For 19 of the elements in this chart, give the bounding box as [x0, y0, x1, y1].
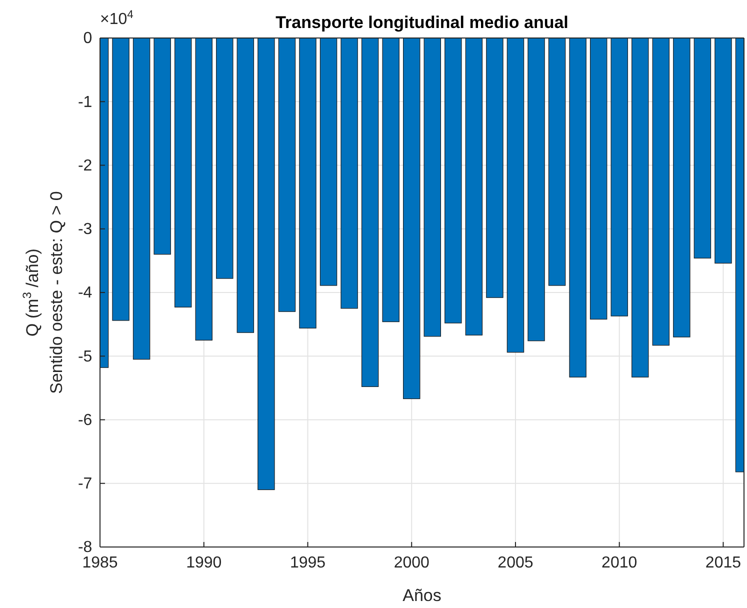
y-tick-label: -3	[78, 220, 92, 238]
y-tick-label: -7	[78, 475, 92, 492]
x-tick-label: 1995	[290, 554, 326, 572]
x-tick-label: 2005	[498, 554, 534, 572]
x-tick-label: 2015	[705, 554, 742, 572]
x-tick-label: 1985	[82, 554, 118, 572]
y-tick-label: -6	[78, 412, 92, 429]
text: ×10$^{4}$	[100, 9, 134, 28]
y-tick-label: -1	[78, 94, 92, 111]
y-tick-label: -2	[78, 157, 92, 174]
x-tick-label: 2000	[394, 554, 430, 572]
x-axis-title: Años	[402, 586, 442, 605]
y-tick-label: 0	[83, 30, 92, 48]
y-tick-label: -4	[78, 284, 92, 302]
chart-title: Transporte longitudinal medio anual	[276, 13, 568, 32]
x-tick-label: 2010	[602, 554, 638, 572]
x-tick-label: 1990	[186, 554, 222, 572]
y-tick-label: -8	[78, 539, 92, 556]
y-tick-label: -5	[78, 348, 92, 366]
